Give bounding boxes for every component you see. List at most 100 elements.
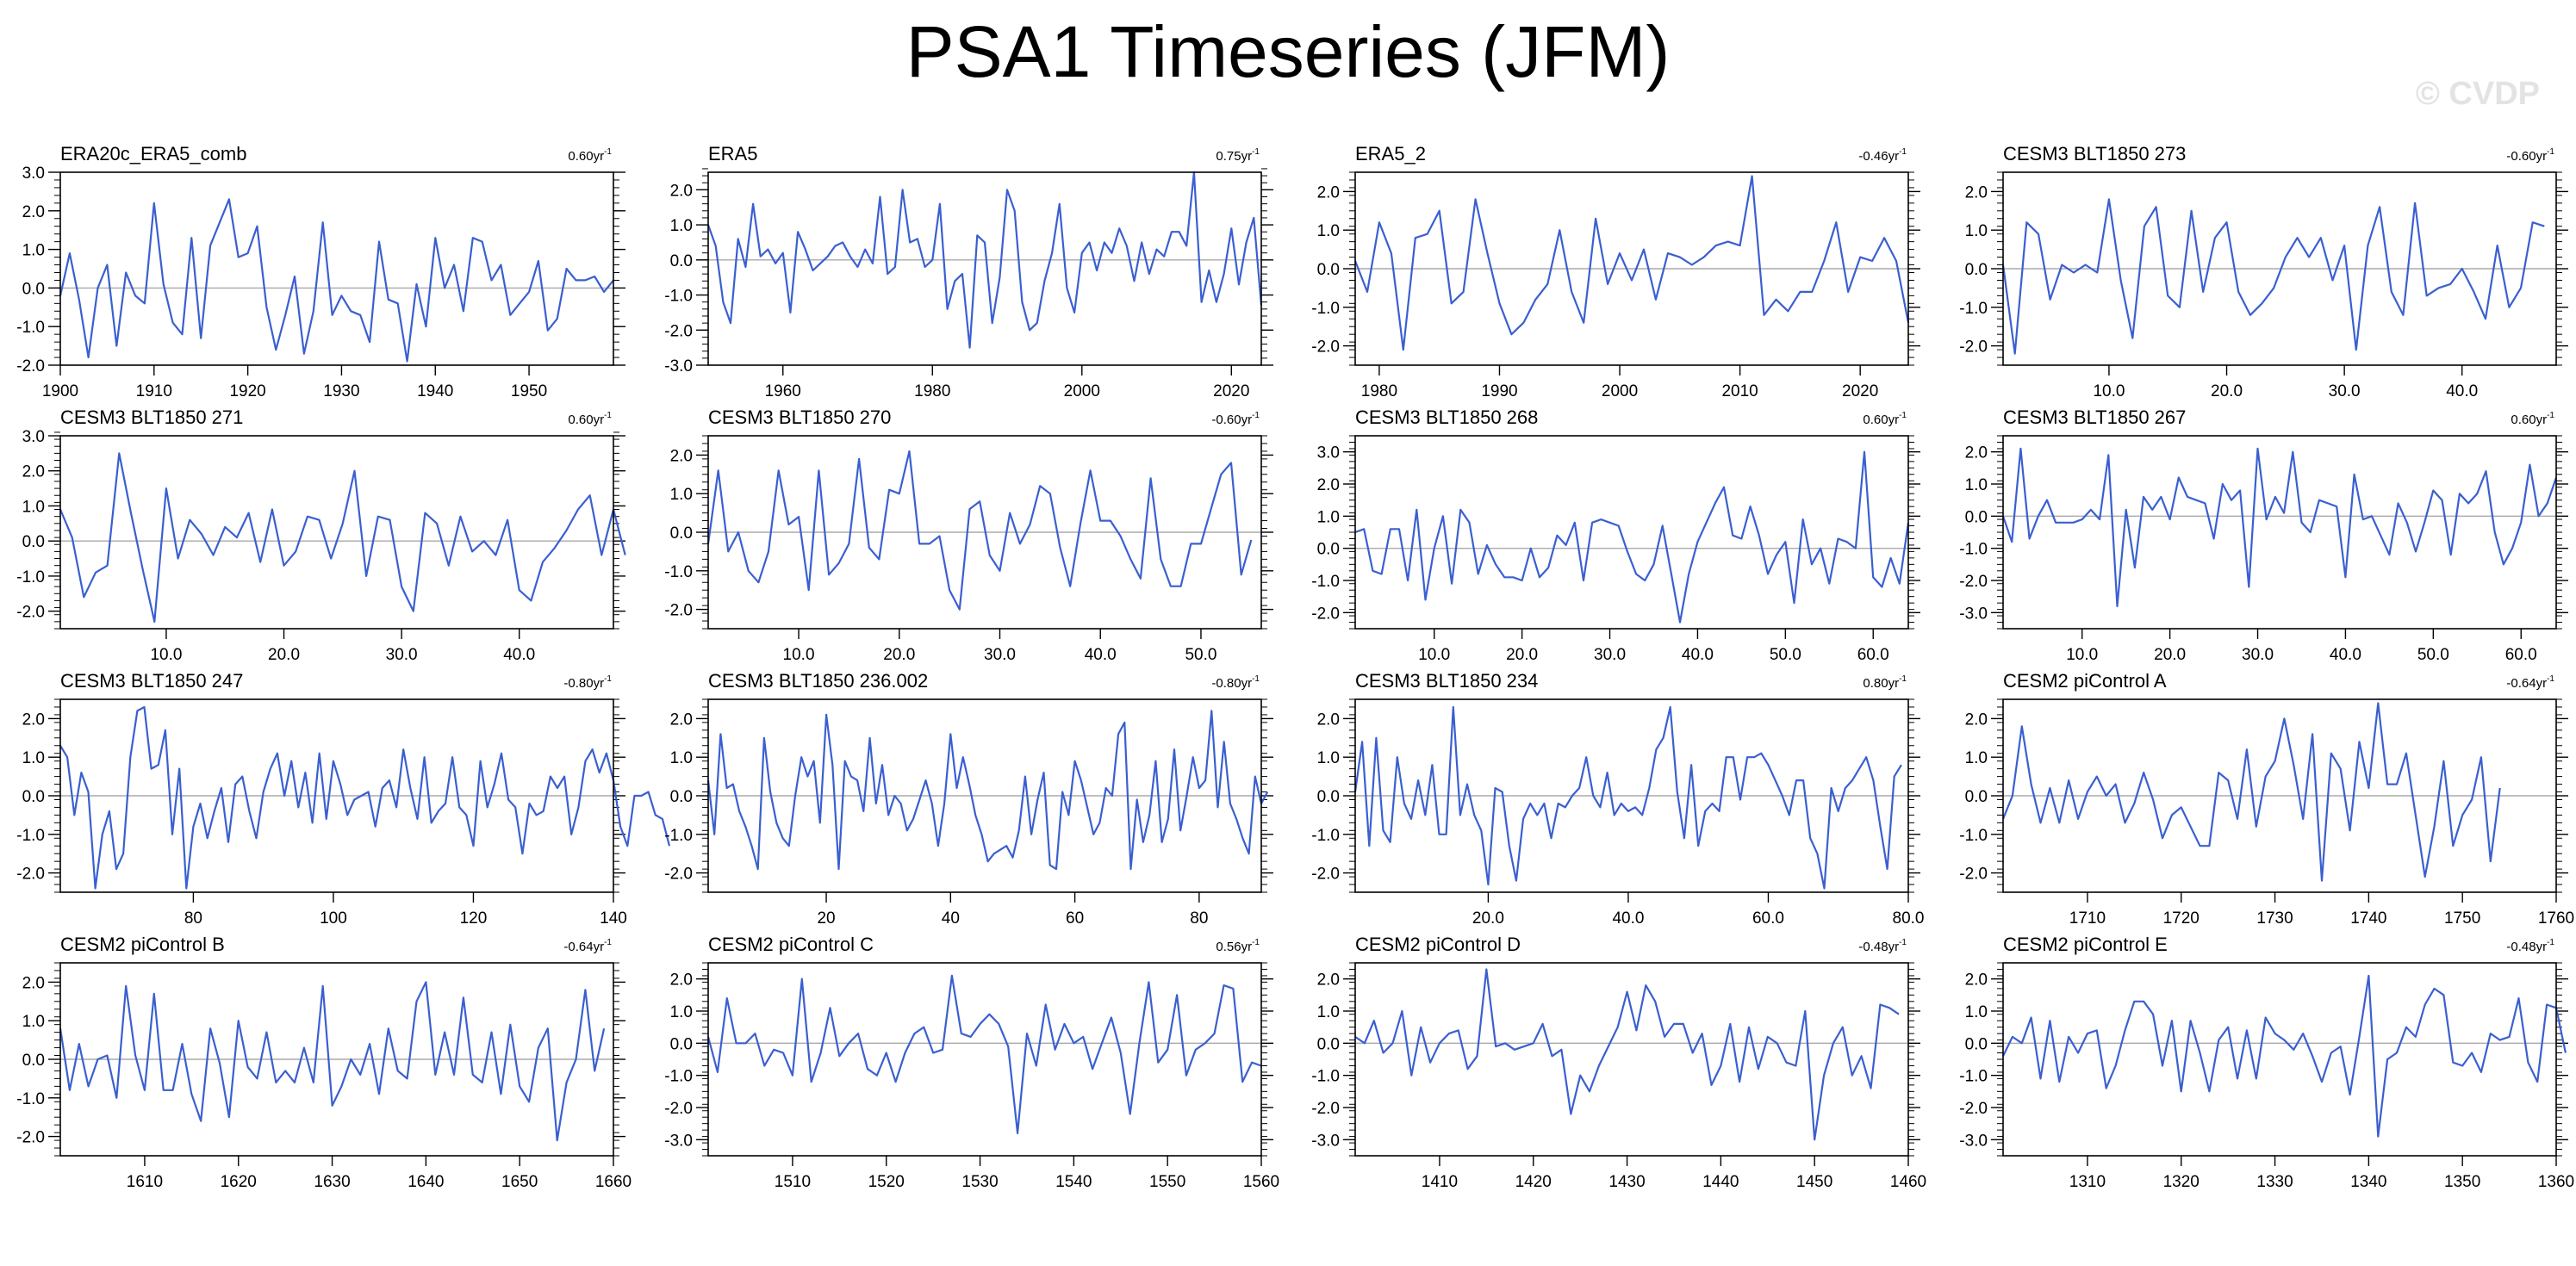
x-tick-label: 1510 bbox=[775, 1173, 811, 1191]
y-tick-label: -3.0 bbox=[664, 1132, 693, 1150]
y-tick-label: -1.0 bbox=[1959, 827, 1988, 845]
series-line bbox=[706, 450, 1253, 611]
y-tick-label: -2.0 bbox=[1959, 866, 1988, 884]
panel-title: CESM3 BLT1850 273 bbox=[2003, 143, 2186, 164]
x-tick-label: 1980 bbox=[914, 382, 950, 400]
x-tick-label: 1740 bbox=[2350, 909, 2386, 928]
y-tick-label: 2.0 bbox=[670, 182, 693, 200]
x-tick-label: 10.0 bbox=[783, 646, 815, 664]
x-tick-label: 2000 bbox=[1602, 382, 1638, 400]
panel-6: CESM3 BLT1850 270 -0.60yr-1 -2.0 -1.0 0.0 1.0… bbox=[664, 406, 1273, 664]
plot-frame bbox=[59, 698, 614, 893]
series-line bbox=[59, 452, 626, 624]
trend-label: 0.60yr-1 bbox=[568, 147, 612, 164]
y-tick-label: -2.0 bbox=[16, 866, 45, 884]
series-line bbox=[1354, 968, 1900, 1141]
x-tick-label: 60.0 bbox=[1857, 646, 1889, 664]
plot-frame bbox=[59, 962, 614, 1157]
y-tick-label: 2.0 bbox=[22, 203, 45, 221]
plot-frame bbox=[2002, 698, 2557, 893]
x-tick-label: 140 bbox=[600, 909, 627, 928]
x-tick-label: 40.0 bbox=[1612, 909, 1644, 928]
y-tick-label: 1.0 bbox=[1965, 476, 1988, 494]
x-tick-label: 1420 bbox=[1515, 1173, 1552, 1191]
y-tick-label: -1.0 bbox=[664, 288, 693, 306]
y-tick-label: 1.0 bbox=[670, 749, 693, 767]
x-tick-label: 1360 bbox=[2538, 1173, 2574, 1191]
x-tick-label: 20 bbox=[817, 909, 835, 928]
y-tick-label: 0.0 bbox=[22, 533, 45, 551]
series-line bbox=[1353, 705, 1902, 890]
y-tick-label: 2.0 bbox=[22, 711, 45, 729]
x-tick-label: 1430 bbox=[1608, 1173, 1645, 1191]
x-tick-label: 10.0 bbox=[2093, 382, 2125, 400]
y-tick-label: 3.0 bbox=[1317, 444, 1340, 462]
y-tick-label: 1.0 bbox=[1317, 222, 1340, 240]
y-tick-label: -2.0 bbox=[1959, 338, 1988, 357]
trend-label: 0.75yr-1 bbox=[1216, 147, 1260, 164]
y-tick-label: 0.0 bbox=[1965, 508, 1988, 526]
panel-5: CESM3 BLT1850 271 0.60yr-1 -2.0 -1.0 0.0 1.0 2… bbox=[16, 406, 626, 664]
y-tick-label: -1.0 bbox=[16, 1090, 45, 1108]
y-tick-label: 0.0 bbox=[22, 788, 45, 806]
x-tick-label: 1630 bbox=[314, 1173, 350, 1191]
series-line bbox=[706, 710, 1269, 871]
y-tick-label: -2.0 bbox=[664, 866, 693, 884]
trend-label: -0.46yr-1 bbox=[1858, 147, 1907, 164]
panel-title: CESM3 BLT1850 268 bbox=[1355, 406, 1538, 428]
plot-frame bbox=[707, 962, 1262, 1157]
x-tick-label: 20.0 bbox=[1506, 646, 1538, 664]
y-tick-label: -1.0 bbox=[1959, 1068, 1988, 1086]
y-tick-label: 2.0 bbox=[1965, 971, 1988, 990]
y-tick-label: 2.0 bbox=[22, 463, 45, 481]
y-tick-label: -2.0 bbox=[1311, 866, 1340, 884]
y-tick-label: -1.0 bbox=[1311, 1068, 1340, 1086]
y-tick-label: -2.0 bbox=[1959, 573, 1988, 591]
y-tick-label: 1.0 bbox=[670, 486, 693, 504]
y-tick-label: 0.0 bbox=[1317, 541, 1340, 559]
panel-title: CESM3 BLT1850 234 bbox=[1355, 670, 1538, 692]
x-tick-label: 1530 bbox=[961, 1173, 998, 1191]
x-tick-label: 1610 bbox=[127, 1173, 163, 1191]
y-tick-label: -1.0 bbox=[1311, 573, 1340, 591]
y-tick-label: -1.0 bbox=[1959, 541, 1988, 559]
x-tick-label: 1930 bbox=[323, 382, 359, 400]
y-tick-label: -1.0 bbox=[664, 827, 693, 845]
trend-label: -0.64yr-1 bbox=[2506, 674, 2554, 691]
x-tick-label: 10.0 bbox=[150, 646, 182, 664]
panel-title: CESM3 BLT1850 271 bbox=[60, 406, 243, 428]
y-tick-label: 1.0 bbox=[1317, 749, 1340, 767]
x-tick-label: 30.0 bbox=[984, 646, 1016, 664]
x-tick-label: 30.0 bbox=[1594, 646, 1626, 664]
y-tick-label: -1.0 bbox=[16, 827, 45, 845]
x-tick-label: 2020 bbox=[1842, 382, 1878, 400]
series-line bbox=[59, 981, 606, 1142]
y-tick-label: -2.0 bbox=[1959, 1100, 1988, 1118]
x-tick-label: 50.0 bbox=[1185, 646, 1216, 664]
y-tick-label: -1.0 bbox=[16, 319, 45, 337]
x-tick-label: 20.0 bbox=[268, 646, 300, 664]
y-tick-label: -3.0 bbox=[664, 357, 693, 375]
plot-frame bbox=[2002, 171, 2557, 366]
x-tick-label: 1940 bbox=[417, 382, 453, 400]
x-tick-label: 1640 bbox=[408, 1173, 444, 1191]
y-tick-label: 1.0 bbox=[1965, 749, 1988, 767]
x-tick-label: 2010 bbox=[1721, 382, 1758, 400]
x-tick-label: 1760 bbox=[2538, 909, 2574, 928]
x-tick-label: 2000 bbox=[1064, 382, 1100, 400]
y-tick-label: 2.0 bbox=[670, 711, 693, 729]
panel-title: CESM3 BLT1850 247 bbox=[60, 670, 243, 692]
x-tick-label: 50.0 bbox=[1770, 646, 1801, 664]
x-tick-label: 30.0 bbox=[2242, 646, 2274, 664]
y-tick-label: -2.0 bbox=[1311, 338, 1340, 357]
y-tick-label: -2.0 bbox=[16, 357, 45, 375]
x-tick-label: 20.0 bbox=[1472, 909, 1504, 928]
y-tick-label: -3.0 bbox=[1959, 605, 1988, 623]
panel-title: CESM2 piControl A bbox=[2003, 670, 2167, 692]
y-tick-label: -2.0 bbox=[664, 322, 693, 340]
plot-frame bbox=[1354, 435, 1909, 630]
panel-title: ERA5 bbox=[708, 143, 757, 164]
x-tick-label: 30.0 bbox=[386, 646, 418, 664]
y-tick-label: -2.0 bbox=[664, 1100, 693, 1118]
